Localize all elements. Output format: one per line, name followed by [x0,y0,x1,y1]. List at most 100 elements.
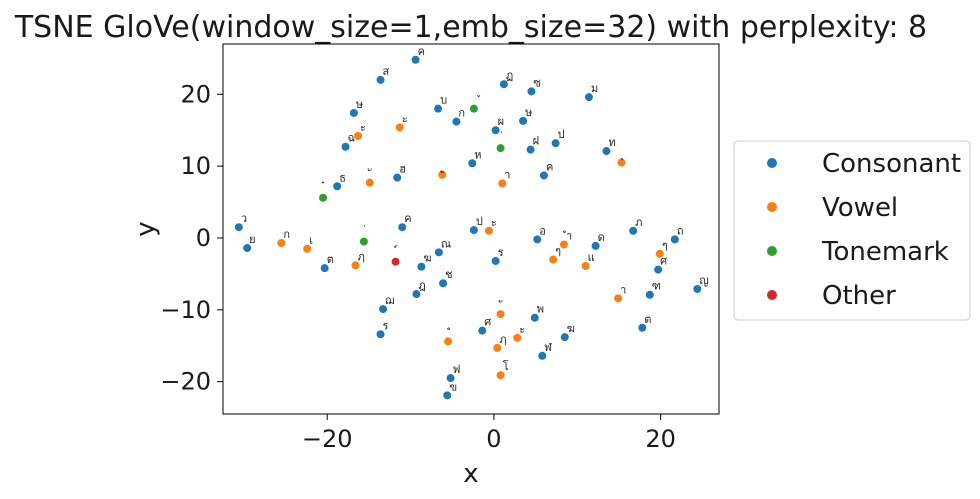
point-label: อ [539,224,546,237]
scatter-point [526,145,535,154]
point-label: ฆ [567,322,575,335]
scatter-point [398,223,407,232]
point-label: ˇ [476,94,482,107]
point-label: ั [498,300,503,303]
scatter-point [581,262,590,270]
scatter-point [303,244,312,253]
scatter-point [391,257,400,266]
point-label: ํ [447,327,450,330]
point-label: ค [546,160,553,173]
scatter-point [496,371,505,380]
point-label: ฝ [533,135,539,148]
point-label: ร [383,319,389,332]
scatter-point [693,284,702,293]
scatter-point [617,158,626,167]
point-label: ะ [519,323,525,336]
scatter-point [320,264,329,273]
point-label: ฦ [499,333,506,346]
scatter-point [395,123,404,132]
point-label: โ [503,359,509,373]
point-label: ช [445,268,452,281]
scatter-point [452,117,461,126]
scatter-point [549,255,558,264]
scatter-point [499,80,508,89]
plot-frame [222,43,720,415]
scatter-point [376,330,385,339]
point-label: ต [327,253,334,266]
point-label: ษ [356,98,363,111]
scatter-point [539,171,548,180]
point-label: ธ [339,171,346,184]
point-label: ฟ [453,363,461,376]
x-axis-ticks: −20 0 20 [302,414,676,453]
scatter-point [530,313,539,322]
point-label: ภ [635,216,642,229]
scatter-point [417,262,426,271]
scatter-point [234,223,243,232]
scatter-point [341,142,350,151]
scatter-point [533,235,542,244]
point-label: ฬ [544,341,552,354]
point-label: ณ [441,237,451,250]
x-tick-label: 20 [645,425,676,453]
point-label: บ [440,94,447,107]
point-label: ซ [533,76,541,89]
point-label: ะ [402,112,408,125]
scatter-point [654,265,663,274]
point-label: ๆ [555,245,561,258]
point-label: า [504,168,510,181]
scatter-point [412,290,421,299]
point-label: ว [241,212,247,225]
scatter-point [519,116,528,125]
legend-label: Tonemark [821,237,949,267]
point-label: ฑ [652,280,661,293]
point-label: ฏ [506,69,513,82]
scatter-point [376,75,385,84]
legend-entries: Consonant Vowel Tonemark Other [767,149,961,311]
scatter-point [469,226,478,235]
scatter-point [478,326,487,335]
scatter-point [359,237,368,246]
point-label: ษ [525,106,532,119]
y-axis-ticks: −20 −10 0 10 20 [160,80,223,396]
point-label: ท [608,136,615,149]
point-label: ค [404,212,411,225]
scatter-point [365,178,374,187]
point-label: ร [498,246,504,259]
scatter-point [434,104,443,113]
scatter-point [446,374,455,383]
point-label: ฮ [399,163,406,176]
point-label: ๋ [321,181,325,184]
scatter-point [491,256,500,265]
point-label: ค [418,45,425,58]
scatter-point [443,391,452,400]
point-label: ะ [491,216,497,229]
scatter-point [645,290,654,299]
point-label: ต [644,313,651,326]
x-tick-label: 0 [486,425,501,453]
scatter-point [496,144,505,153]
point-label: ่ [364,225,365,227]
point-label: ั [367,169,372,172]
scatter-point [513,333,522,342]
legend-label: Consonant [822,149,961,179]
point-label: ส [383,65,390,78]
scatter-point [484,226,493,235]
scatter-point [496,310,505,319]
scatter-point [591,241,600,250]
scatter-point [393,173,402,182]
scatter-point [584,93,593,102]
scatter-point [493,343,502,352]
scatter-point [444,337,453,346]
point-label: ด [598,231,605,244]
scatter-point [670,235,679,244]
point-label: ๆ [662,239,668,252]
point-label: ฎ [418,279,425,292]
point-label: ถ [677,224,684,237]
scatter-point [655,249,664,258]
point-label: ์ [394,245,399,249]
point-label: ก [283,228,290,241]
scatter-point [638,323,647,332]
legend-marker [767,246,777,256]
